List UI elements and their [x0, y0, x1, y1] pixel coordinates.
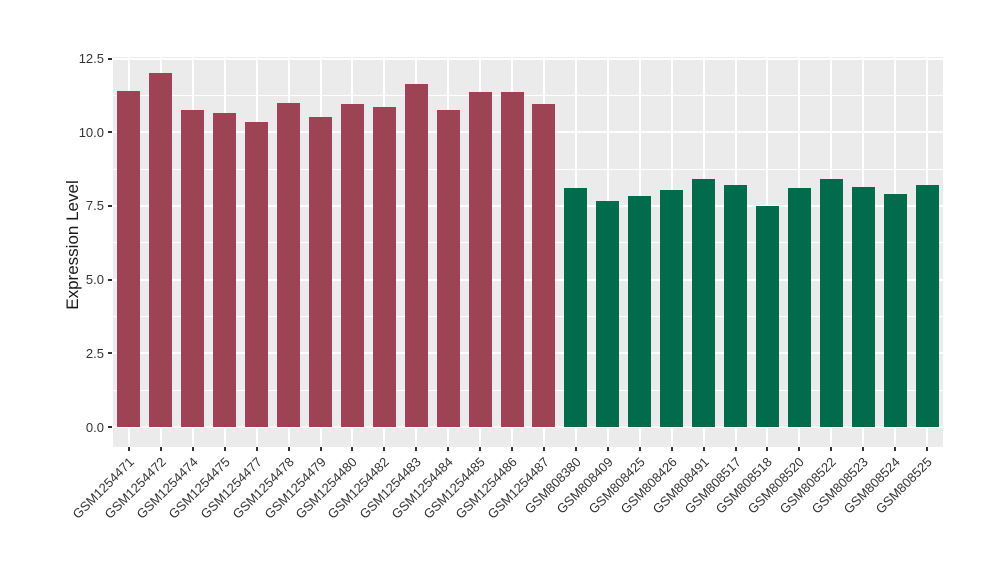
x-tick-mark [766, 447, 769, 451]
x-tick-mark [127, 447, 130, 451]
x-tick-mark [159, 447, 162, 451]
x-tick-mark [734, 447, 737, 451]
bar-GSM808525 [915, 185, 939, 427]
minor-gridline [113, 94, 943, 96]
x-tick-mark [702, 447, 705, 451]
x-tick-mark [287, 447, 290, 451]
minor-gridline [113, 315, 943, 317]
bar-GSM1254487 [532, 104, 556, 427]
x-tick-mark [574, 447, 577, 451]
x-tick-mark [415, 447, 418, 451]
x-tick-mark [351, 447, 354, 451]
bar-GSM1254486 [500, 92, 524, 427]
x-tick-mark [670, 447, 673, 451]
bar-GSM1254474 [181, 110, 205, 427]
x-tick-mark [894, 447, 897, 451]
y-tick-mark [108, 352, 112, 355]
x-tick-mark [191, 447, 194, 451]
x-tick-mark [479, 447, 482, 451]
y-tick-mark [108, 426, 112, 428]
x-tick-mark [830, 447, 833, 451]
major-gridline [113, 57, 943, 60]
x-tick-mark [447, 447, 450, 451]
x-tick-mark [511, 447, 514, 451]
bar-GSM808522 [819, 179, 843, 427]
bar-GSM808491 [692, 179, 716, 427]
y-tick-mark [108, 278, 112, 281]
x-tick-mark [606, 447, 609, 451]
bar-GSM1254475 [213, 113, 237, 427]
major-gridline [113, 278, 943, 281]
y-tick-mark [108, 131, 112, 134]
bar-GSM1254472 [149, 73, 173, 427]
major-gridline [113, 204, 943, 207]
y-tick-label: 12.5 [78, 51, 104, 66]
x-tick-mark [319, 447, 322, 451]
plot-panel [113, 57, 943, 447]
bar-GSM1254483 [404, 83, 428, 427]
y-tick-label: 10.0 [78, 124, 104, 140]
minor-gridline [113, 242, 943, 244]
y-tick-label: 7.5 [85, 198, 104, 214]
bar-GSM808426 [660, 189, 684, 427]
bar-GSM808380 [564, 188, 588, 427]
y-tick-mark [108, 204, 112, 207]
bar-GSM1254484 [436, 110, 460, 427]
y-tick-mark [108, 57, 112, 60]
x-tick-mark [383, 447, 386, 451]
x-tick-mark [926, 447, 929, 451]
bar-GSM1254479 [309, 117, 332, 427]
y-tick-label: 5.0 [85, 272, 104, 288]
bar-GSM1254482 [372, 107, 396, 427]
x-tick-mark [255, 447, 258, 451]
bar-GSM1254478 [277, 102, 301, 427]
x-tick-mark [542, 447, 545, 451]
bar-GSM808517 [724, 185, 747, 427]
bar-GSM808409 [596, 201, 620, 427]
bar-GSM808518 [755, 205, 779, 427]
bar-GSM1254477 [245, 121, 269, 427]
bar-GSM808425 [628, 195, 652, 427]
bar-GSM1254471 [117, 90, 141, 427]
x-tick-mark [798, 447, 801, 451]
major-gridline [113, 352, 943, 355]
bar-GSM1254485 [468, 92, 492, 427]
bar-GSM808523 [851, 186, 875, 427]
y-tick-label: 2.5 [85, 345, 104, 361]
bar-GSM808524 [883, 194, 907, 427]
x-tick-mark [223, 447, 226, 451]
minor-gridline [113, 389, 943, 391]
x-tick-mark [638, 447, 641, 451]
bar-GSM808520 [787, 188, 811, 427]
minor-gridline [113, 168, 943, 170]
major-gridline [113, 131, 943, 134]
major-gridline [113, 426, 943, 428]
x-tick-mark [862, 447, 865, 451]
y-tick-label: 0.0 [85, 419, 104, 435]
bar-GSM1254480 [340, 104, 364, 427]
